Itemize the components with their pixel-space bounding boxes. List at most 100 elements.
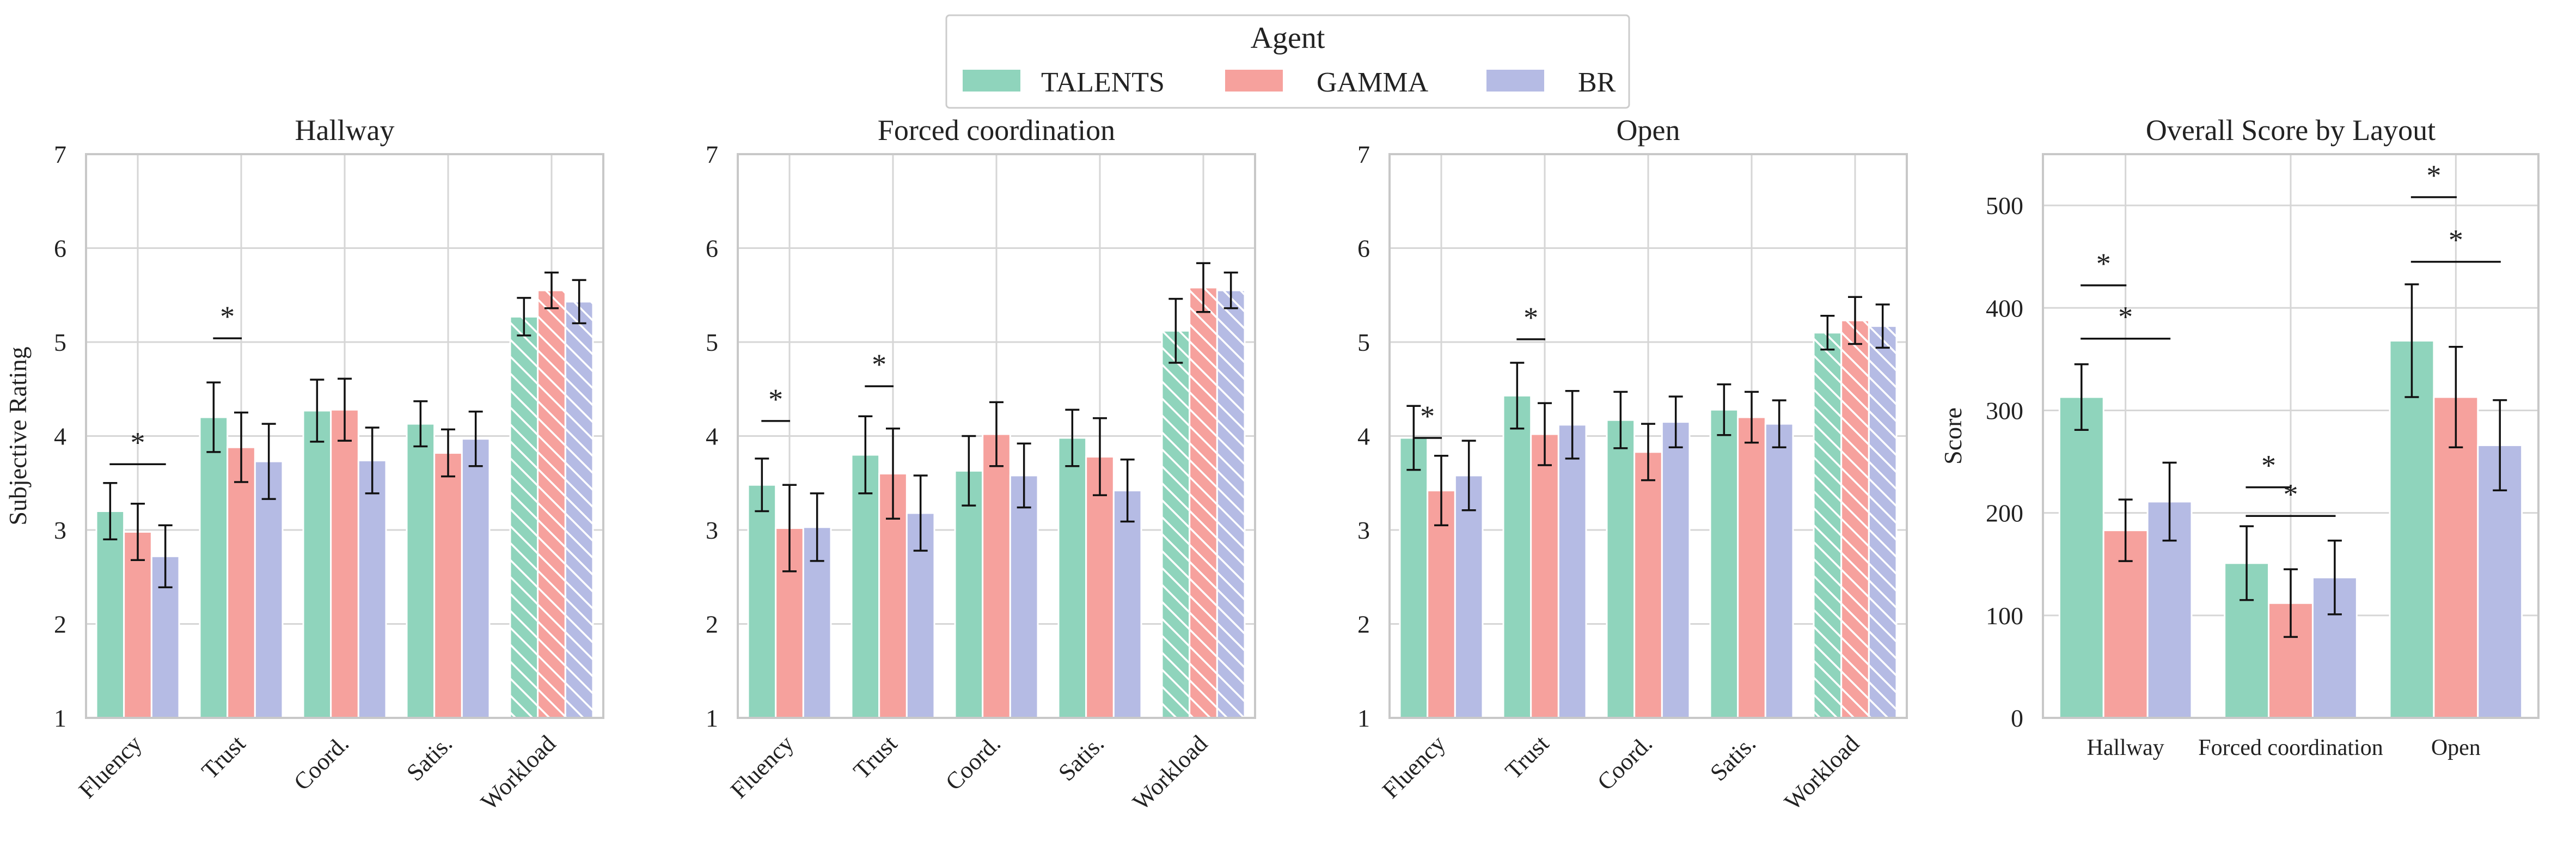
legend-swatch-talents	[963, 70, 1020, 92]
x-tick-label-trust: Trust	[848, 730, 902, 784]
bar-talents-satis	[1057, 437, 1087, 719]
y-tick-label: 2	[54, 611, 66, 638]
y-tick-label: 2	[706, 611, 718, 638]
chart-title: Forced coordination	[878, 114, 1115, 147]
bar-talents-fluency	[1399, 437, 1429, 719]
bar-gamma-coord	[1633, 451, 1663, 719]
significance-star: *	[1523, 301, 1538, 334]
bar-talents-satis	[406, 423, 436, 719]
y-tick-label: 300	[1986, 397, 2023, 424]
bar-br-satis	[1112, 490, 1142, 719]
bar-br-coord	[357, 459, 387, 719]
bar-talents-trust	[1502, 394, 1532, 719]
x-tick-label-hallway: Hallway	[2087, 735, 2164, 760]
y-tick-label: 7	[706, 141, 718, 168]
plot-frame	[85, 153, 604, 719]
bar-gamma-satis	[433, 452, 463, 719]
y-tick-label: 100	[1986, 602, 2023, 630]
y-tick-label: 500	[1986, 192, 2023, 220]
bar-talents-fluency	[747, 484, 777, 719]
x-tick-label-workload: Workload	[1128, 730, 1213, 815]
y-tick-label: 3	[54, 516, 66, 544]
x-tick-label-fluency: Fluency	[74, 730, 147, 803]
bar-hatch-br-workload	[565, 301, 593, 718]
y-tick-label: 0	[2011, 704, 2023, 732]
significance-star: *	[220, 300, 235, 333]
bar-br-trust	[254, 460, 284, 719]
bar-hatch-talents-workload	[1162, 331, 1190, 718]
bar-br-satis	[461, 438, 491, 719]
significance-star: *	[2118, 301, 2133, 333]
x-tick-label-trust: Trust	[197, 730, 250, 784]
plot-frame	[737, 153, 1256, 719]
x-tick-label-coord: Coord.	[289, 730, 354, 795]
legend: Agent TALENTS GAMMA BR	[945, 14, 1630, 109]
bar-talents-satis	[1709, 409, 1739, 719]
bar-br-coord	[1009, 474, 1039, 719]
y-tick-label: 1	[54, 704, 66, 732]
bar-gamma-satis	[1737, 416, 1766, 719]
y-tick-label: 4	[706, 423, 718, 450]
x-tick-label-fluency: Fluency	[725, 730, 799, 803]
bar-gamma-coord	[330, 409, 359, 719]
panel-hallway: 1 2 3 4 5 6 7 * * Hallway Subjective Rating Fluency…	[4, 114, 604, 815]
y-tick-label: 6	[1357, 235, 1370, 263]
chart-title: Open	[1617, 114, 1680, 147]
y-tick-label: 3	[706, 516, 718, 544]
significance-star: *	[2096, 247, 2111, 280]
significance-star: *	[1420, 400, 1435, 432]
x-tick-label-trust: Trust	[1500, 730, 1554, 784]
x-tick-label-forced-coordination: Forced coordination	[2198, 735, 2383, 760]
chart-title: Hallway	[295, 114, 395, 147]
y-tick-label: 3	[1357, 516, 1370, 544]
y-axis-label: Score	[1939, 407, 1967, 465]
y-axis-label: Subjective Rating	[4, 346, 32, 525]
y-tick-label: 6	[54, 235, 66, 263]
x-tick-label-coord: Coord.	[1592, 730, 1657, 795]
y-tick-label: 5	[706, 328, 718, 356]
bar-talents-trust	[199, 416, 229, 719]
bar-hatch-br-workload	[1217, 290, 1245, 718]
y-tick-label: 4	[54, 423, 66, 450]
y-tick-label: 2	[1357, 611, 1370, 638]
y-tick-label: 4	[1357, 423, 1370, 450]
panel-forced-coordination: 1 2 3 4 5 6 7 * * Forced coordination Fluency Trust…	[706, 114, 1256, 815]
significance-star: *	[872, 348, 886, 381]
bar-br-trust	[1557, 424, 1587, 719]
significance-star: *	[2426, 159, 2441, 192]
significance-star: *	[2261, 449, 2276, 482]
x-tick-label-satis: Satis.	[401, 730, 457, 786]
x-tick-label-workload: Workload	[1779, 730, 1865, 815]
y-tick-label: 200	[1986, 499, 2023, 527]
plot-frame	[2042, 153, 2540, 719]
chart-title: Overall Score by Layout	[2146, 114, 2436, 147]
bar-hatch-gamma-workload	[1841, 320, 1869, 718]
bar-hatch-gamma-workload	[537, 290, 566, 718]
x-tick-label-satis: Satis.	[1705, 730, 1761, 786]
legend-label-br: BR	[1578, 67, 1616, 98]
panel-open: 1 2 3 4 5 6 7 * * Open Fluency Trust Coord. Satis. Wor…	[1357, 114, 1908, 815]
legend-title: Agent	[1251, 21, 1325, 55]
bar-talents-coord	[1606, 419, 1636, 719]
bar-hatch-br-workload	[1869, 326, 1896, 718]
plot-frame	[1388, 153, 1908, 719]
legend-label-talents: TALENTS	[1041, 67, 1165, 98]
bar-talents-fluency	[95, 510, 125, 719]
x-tick-label-satis: Satis.	[1053, 730, 1109, 786]
x-tick-label-open: Open	[2431, 735, 2481, 760]
y-tick-label: 6	[706, 235, 718, 263]
bar-br-fluency	[1454, 474, 1484, 719]
y-tick-label: 5	[54, 328, 66, 356]
bar-hatch-gamma-workload	[1189, 287, 1217, 718]
significance-star: *	[2449, 224, 2463, 257]
legend-label-gamma: GAMMA	[1317, 67, 1429, 98]
y-tick-label: 7	[54, 141, 66, 168]
bar-gamma-trust	[227, 446, 256, 719]
significance-star: *	[768, 383, 783, 416]
significance-star: *	[131, 426, 145, 459]
y-tick-label: 1	[706, 704, 718, 732]
legend-swatch-gamma	[1225, 70, 1283, 92]
y-tick-label: 7	[1357, 141, 1370, 168]
bar-talents-coord	[954, 470, 984, 719]
